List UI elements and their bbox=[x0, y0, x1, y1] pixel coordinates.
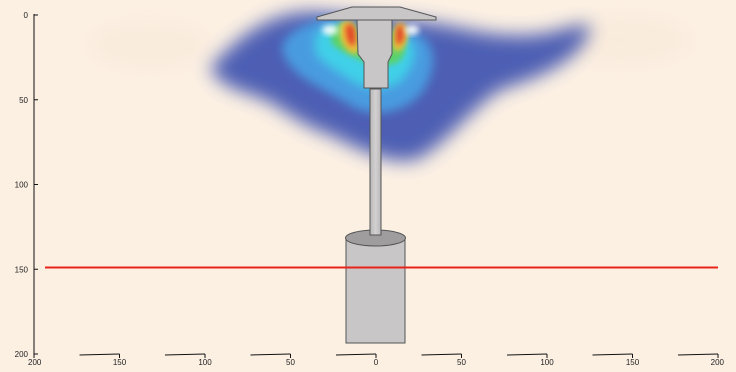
x-axis-ticks: 200 150 100 50 0 50 100 150 200 bbox=[28, 353, 725, 367]
heater-pole bbox=[369, 88, 382, 236]
x-axis-segment bbox=[335, 353, 377, 356]
x-tick-label: 0 bbox=[374, 358, 379, 367]
x-tick-label: 100 bbox=[540, 358, 554, 367]
x-axis-segment bbox=[421, 353, 462, 356]
y-tick-label: 150 bbox=[15, 265, 29, 274]
plume-red-core-right bbox=[395, 25, 405, 45]
patio-heater bbox=[316, 6, 437, 344]
plume-red-core-left bbox=[345, 24, 356, 46]
y-tick-label: 0 bbox=[24, 11, 29, 20]
axes: 0 50 100 150 200 200 150 100 50 0 50 100 150 200 bbox=[15, 11, 725, 367]
x-axis-segment bbox=[506, 353, 548, 356]
x-axis-segment bbox=[677, 353, 719, 356]
y-tick-label: 100 bbox=[15, 181, 29, 190]
heater-base-cylinder bbox=[345, 236, 406, 344]
x-axis-segment bbox=[592, 353, 633, 356]
plume-white-hotspot-right bbox=[405, 25, 419, 35]
x-tick-label: 50 bbox=[286, 358, 295, 367]
y-axis-ticks: 0 50 100 150 200 bbox=[15, 11, 38, 359]
x-tick-label: 200 bbox=[711, 358, 725, 367]
y-tick-label: 200 bbox=[15, 350, 29, 359]
x-tick-label: 150 bbox=[626, 358, 640, 367]
x-axis-segment bbox=[164, 353, 206, 356]
x-tick-label: 150 bbox=[113, 358, 127, 367]
plume-white-hotspot bbox=[322, 25, 338, 35]
heat-plume bbox=[210, 11, 591, 161]
y-tick-label: 50 bbox=[19, 96, 28, 105]
x-axis-segment bbox=[250, 353, 291, 356]
x-tick-label: 100 bbox=[198, 358, 212, 367]
x-axis-segment bbox=[79, 353, 120, 356]
heater-burner-body bbox=[356, 19, 393, 89]
heater-reflector-cap bbox=[316, 6, 437, 21]
x-tick-label: 200 bbox=[28, 358, 42, 367]
x-tick-label: 50 bbox=[457, 358, 466, 367]
